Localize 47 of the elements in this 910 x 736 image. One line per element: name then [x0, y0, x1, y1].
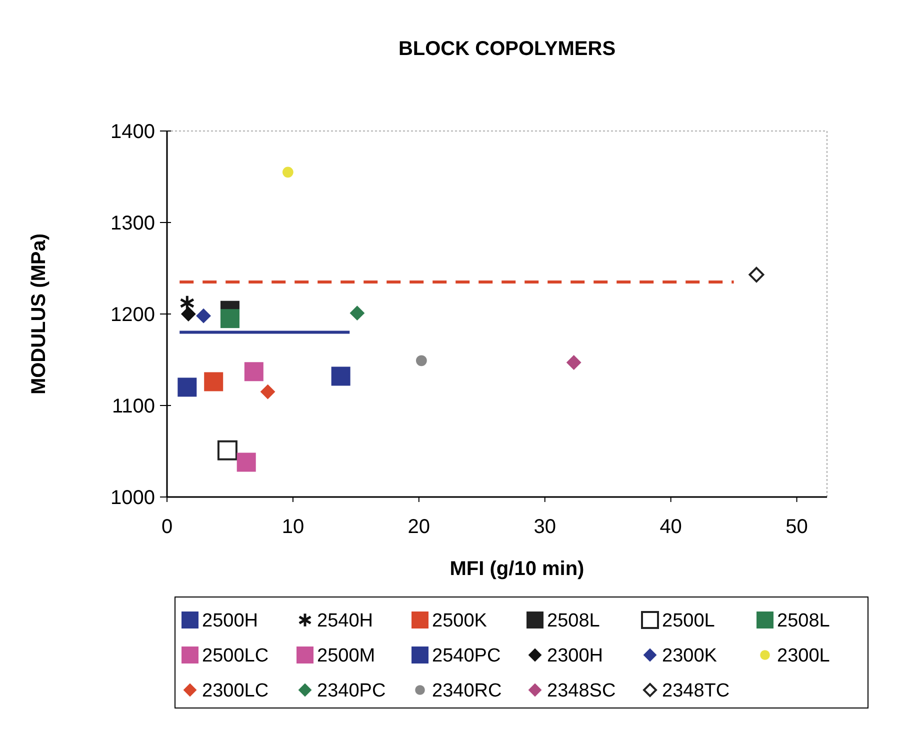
- legend-label: 2540PC: [432, 646, 501, 667]
- point: [181, 306, 196, 322]
- legend-label: 2340PC: [317, 680, 386, 702]
- legend-label: 2300LC: [202, 680, 269, 702]
- y-tick-label: 1100: [112, 396, 155, 418]
- legend-label: 2500M: [317, 646, 376, 667]
- point: [331, 366, 350, 386]
- legend-label: 2508L: [547, 610, 600, 632]
- y-tick-label: 1300: [110, 212, 155, 234]
- y-axis-title: MODULUS (MPa): [28, 233, 50, 395]
- x-tick-label: 30: [534, 516, 556, 538]
- point: [217, 440, 238, 460]
- chart-title: BLOCK COPOLYMERS: [398, 38, 616, 60]
- legend-label: 2348TC: [662, 680, 730, 702]
- point: [236, 452, 256, 472]
- y-tick-label: 1000: [110, 487, 155, 509]
- point: [566, 355, 582, 370]
- legend-label: 2540H: [317, 610, 373, 632]
- legend-label: 2300L: [777, 646, 830, 667]
- legend-label: 2500K: [432, 610, 488, 632]
- legend-label: 2340RC: [432, 680, 502, 702]
- point: [260, 384, 276, 400]
- x-tick-label: 0: [161, 516, 173, 538]
- x-axis-title: MFI (g/10 min): [450, 558, 584, 580]
- legend-label: 2300K: [662, 646, 718, 667]
- point: [244, 362, 264, 382]
- x-tick-label: 40: [660, 516, 682, 538]
- point: [220, 309, 240, 328]
- x-tick-label: 50: [786, 516, 808, 538]
- point: [178, 378, 197, 397]
- point: [748, 266, 764, 282]
- legend-label: 2348SC: [547, 680, 616, 702]
- legend-label: 2300H: [547, 646, 603, 667]
- point: [350, 306, 364, 320]
- x-tick-label: 10: [282, 516, 304, 538]
- y-tick-label: 1200: [110, 304, 155, 326]
- point: [196, 308, 211, 324]
- legend-label: 2500LC: [202, 646, 269, 667]
- legend-label: 2500H: [202, 610, 258, 632]
- point: [204, 372, 224, 392]
- y-tick-label: 1400: [110, 121, 155, 143]
- point: [180, 294, 195, 312]
- legend-label: 2508L: [777, 610, 830, 632]
- point: [416, 355, 427, 366]
- point: [282, 166, 294, 178]
- legend-label: 2500L: [662, 610, 715, 632]
- x-tick-label: 20: [408, 516, 430, 538]
